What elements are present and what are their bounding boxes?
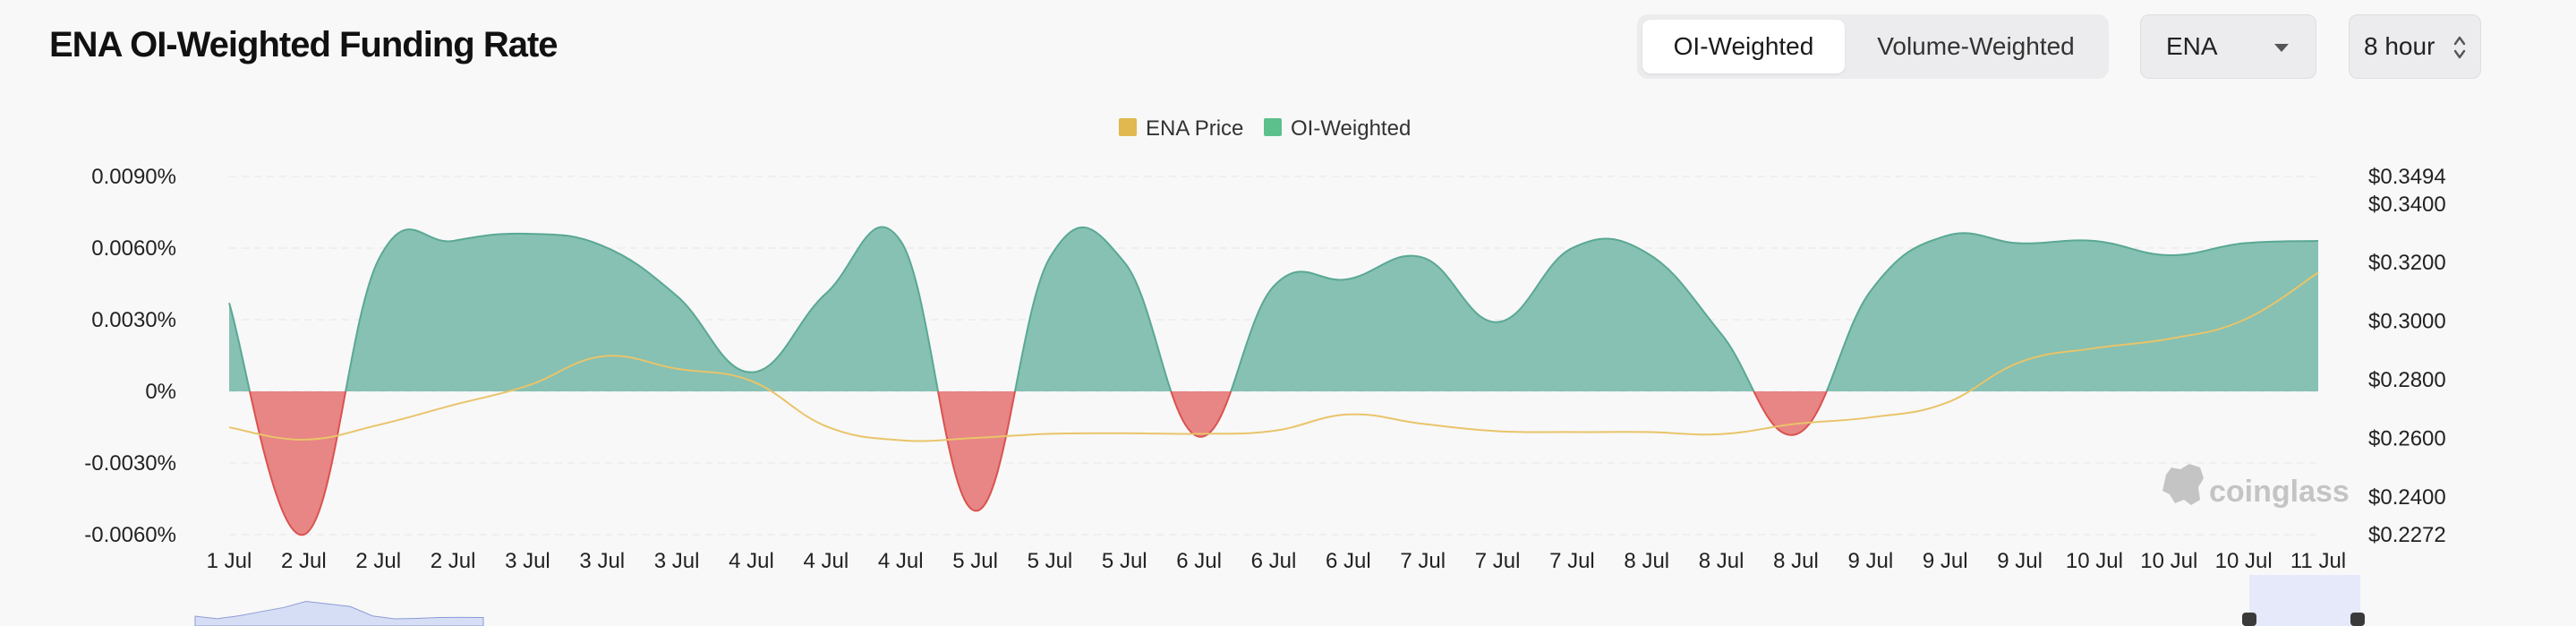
y-right-tick-label: $0.2272 <box>2368 523 2446 547</box>
y-right-tick-label: $0.2400 <box>2368 485 2446 510</box>
x-tick-label: 3 Jul <box>579 549 625 573</box>
x-tick-label: 7 Jul <box>1400 549 1446 573</box>
up-down-arrows-icon <box>2453 36 2466 59</box>
x-tick-label: 8 Jul <box>1624 549 1669 573</box>
legend-item-price[interactable]: ENA Price <box>1119 116 1243 141</box>
mode-toggle: OI-Weighted Volume-Weighted <box>1637 14 2109 79</box>
x-tick-label: 5 Jul <box>1102 549 1147 573</box>
x-tick-label: 6 Jul <box>1176 549 1222 573</box>
x-tick-label: 8 Jul <box>1773 549 1819 573</box>
x-axis: 1 Jul 2 Jul 2 Jul 2 Jul 3 Jul 3 Jul 3 Jul 4 Jul… <box>207 549 2346 573</box>
x-tick-label: 10 Jul <box>2215 549 2273 573</box>
x-tick-label: 5 Jul <box>1028 549 1073 573</box>
x-tick-label: 2 Jul <box>355 549 401 573</box>
y-left-tick-label: -0.0030% <box>84 451 176 476</box>
tab-oi-weighted[interactable]: OI-Weighted <box>1642 20 1845 73</box>
y-left-tick-label: 0.0060% <box>91 236 176 261</box>
y-right-tick-label: $0.3400 <box>2368 193 2446 217</box>
x-tick-label: 9 Jul <box>1923 549 1968 573</box>
slider-selection[interactable] <box>2249 575 2360 626</box>
y-right-tick-label: $0.3494 <box>2368 165 2446 189</box>
legend-item-oi[interactable]: OI-Weighted <box>1264 116 1411 141</box>
x-tick-label: 1 Jul <box>207 549 252 573</box>
zoom-slider[interactable] <box>194 575 2365 626</box>
x-tick-label: 11 Jul <box>2290 549 2346 573</box>
page-title: ENA OI-Weighted Funding Rate <box>49 25 559 64</box>
legend-swatch-price <box>1119 118 1137 136</box>
oi-negative-area <box>229 391 2318 536</box>
coin-select[interactable]: ENA <box>2140 14 2316 79</box>
slider-handle-right[interactable] <box>2350 613 2365 626</box>
oi-positive-line <box>228 226 2319 391</box>
watermark-text: coinglass <box>2209 475 2350 509</box>
price-line <box>228 271 2319 442</box>
legend-swatch-oi <box>1264 118 1282 136</box>
x-tick-label: 4 Jul <box>878 549 924 573</box>
x-tick-label: 2 Jul <box>431 549 476 573</box>
x-tick-label: 10 Jul <box>2066 549 2123 573</box>
y-axis-right: $0.3494 $0.3400 $0.3200 $0.3000 $0.2800 $0.26… <box>2368 165 2446 547</box>
y-right-tick-label: $0.2800 <box>2368 368 2446 392</box>
coin-select-value: ENA <box>2166 32 2218 60</box>
x-tick-label: 5 Jul <box>952 549 998 573</box>
y-right-tick-label: $0.3000 <box>2368 310 2446 334</box>
y-left-tick-label: 0% <box>145 380 176 404</box>
coinglass-logo-icon <box>2162 464 2204 505</box>
x-tick-label: 6 Jul <box>1326 549 1371 573</box>
tab-volume-weighted[interactable]: Volume-Weighted <box>1877 32 2075 60</box>
legend-label-oi: OI-Weighted <box>1291 116 1411 141</box>
x-tick-label: 3 Jul <box>505 549 550 573</box>
interval-select-value: 8 hour <box>2364 32 2435 60</box>
price-series <box>228 271 2319 442</box>
y-left-tick-label: 0.0030% <box>91 308 176 332</box>
x-tick-label: 6 Jul <box>1251 549 1297 573</box>
y-right-tick-label: $0.3200 <box>2368 251 2446 275</box>
x-tick-label: 4 Jul <box>804 549 849 573</box>
interval-select[interactable]: 8 hour <box>2349 14 2481 79</box>
slider-preview-area <box>194 600 484 626</box>
x-tick-label: 9 Jul <box>1997 549 2043 573</box>
y-left-tick-label: -0.0060% <box>84 523 176 547</box>
x-tick-label: 7 Jul <box>1475 549 1521 573</box>
x-tick-label: 7 Jul <box>1549 549 1595 573</box>
slider-handle-left[interactable] <box>2242 613 2256 626</box>
x-tick-label: 10 Jul <box>2140 549 2197 573</box>
oi-negative-line <box>249 391 1828 536</box>
coinglass-watermark: coinglass <box>2162 464 2350 509</box>
y-left-tick-label: 0.0090% <box>91 165 176 189</box>
oi-positive-area <box>229 227 2318 391</box>
x-tick-label: 4 Jul <box>729 549 774 573</box>
oi-weighted-series <box>228 226 2319 536</box>
chevron-down-icon <box>2274 44 2289 52</box>
x-tick-label: 8 Jul <box>1699 549 1744 573</box>
x-tick-label: 9 Jul <box>1848 549 1894 573</box>
y-right-tick-label: $0.2600 <box>2368 427 2446 451</box>
legend-label-price: ENA Price <box>1146 116 1243 141</box>
y-axis-left: 0.0090% 0.0060% 0.0030% 0% -0.0030% -0.0060% <box>84 165 176 547</box>
x-tick-label: 2 Jul <box>281 549 327 573</box>
x-tick-label: 3 Jul <box>654 549 700 573</box>
chart-legend: ENA Price OI-Weighted <box>1119 116 1411 141</box>
